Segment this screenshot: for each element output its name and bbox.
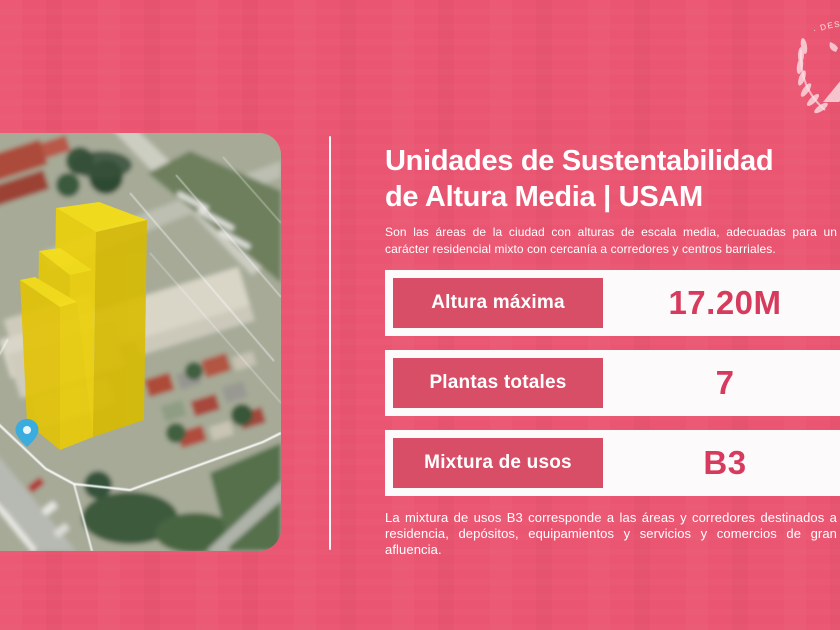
spec-value: B3: [703, 444, 747, 481]
spec-label: Altura máxima: [393, 278, 603, 328]
divider-line: [329, 136, 331, 550]
title-line-1: Unidades de Sustentabilidad: [385, 145, 774, 177]
spec-value: 17.20M: [668, 284, 782, 321]
map-panel: [0, 133, 281, 551]
location-pin-icon: [15, 419, 39, 447]
spec-label: Mixtura de usos: [393, 438, 603, 488]
content-column: Unidades de Sustentabilidad de Altura Me…: [385, 143, 840, 559]
svg-text:· DESDE 1921 ·: · DESDE 1921 ·: [812, 19, 840, 35]
aerial-map: [0, 133, 281, 551]
spec-value: 7: [715, 364, 735, 401]
intro-text: Son las áreas de la ciudad con alturas d…: [385, 225, 837, 256]
logo-tagline: · DESDE 1921 ·: [812, 19, 840, 35]
building-3d-extrusion: [20, 202, 147, 450]
page-title: Unidades de Sustentabilidad de Altura Me…: [385, 143, 840, 215]
parcel-lines: [0, 156, 281, 551]
laurel-wreath-icon: · DESDE 1921 ·: [796, 19, 840, 114]
spec-label: Plantas totales: [393, 358, 603, 408]
spec-row-mixtura: Mixtura de usos B3: [385, 430, 840, 496]
crest-icon: [829, 42, 838, 52]
spec-row-plantas: Plantas totales 7: [385, 350, 840, 416]
spec-rows: Altura máxima 17.20M Plantas totales 7 M…: [385, 270, 840, 496]
triangle-icon: [823, 81, 840, 102]
org-logo: · DESDE 1921 ·: [791, 6, 840, 128]
spec-row-altura: Altura máxima 17.20M: [385, 270, 840, 336]
footnote-text: La mixtura de usos B3 corresponde a las …: [385, 510, 837, 558]
title-line-2: de Altura Media | USAM: [385, 181, 703, 213]
